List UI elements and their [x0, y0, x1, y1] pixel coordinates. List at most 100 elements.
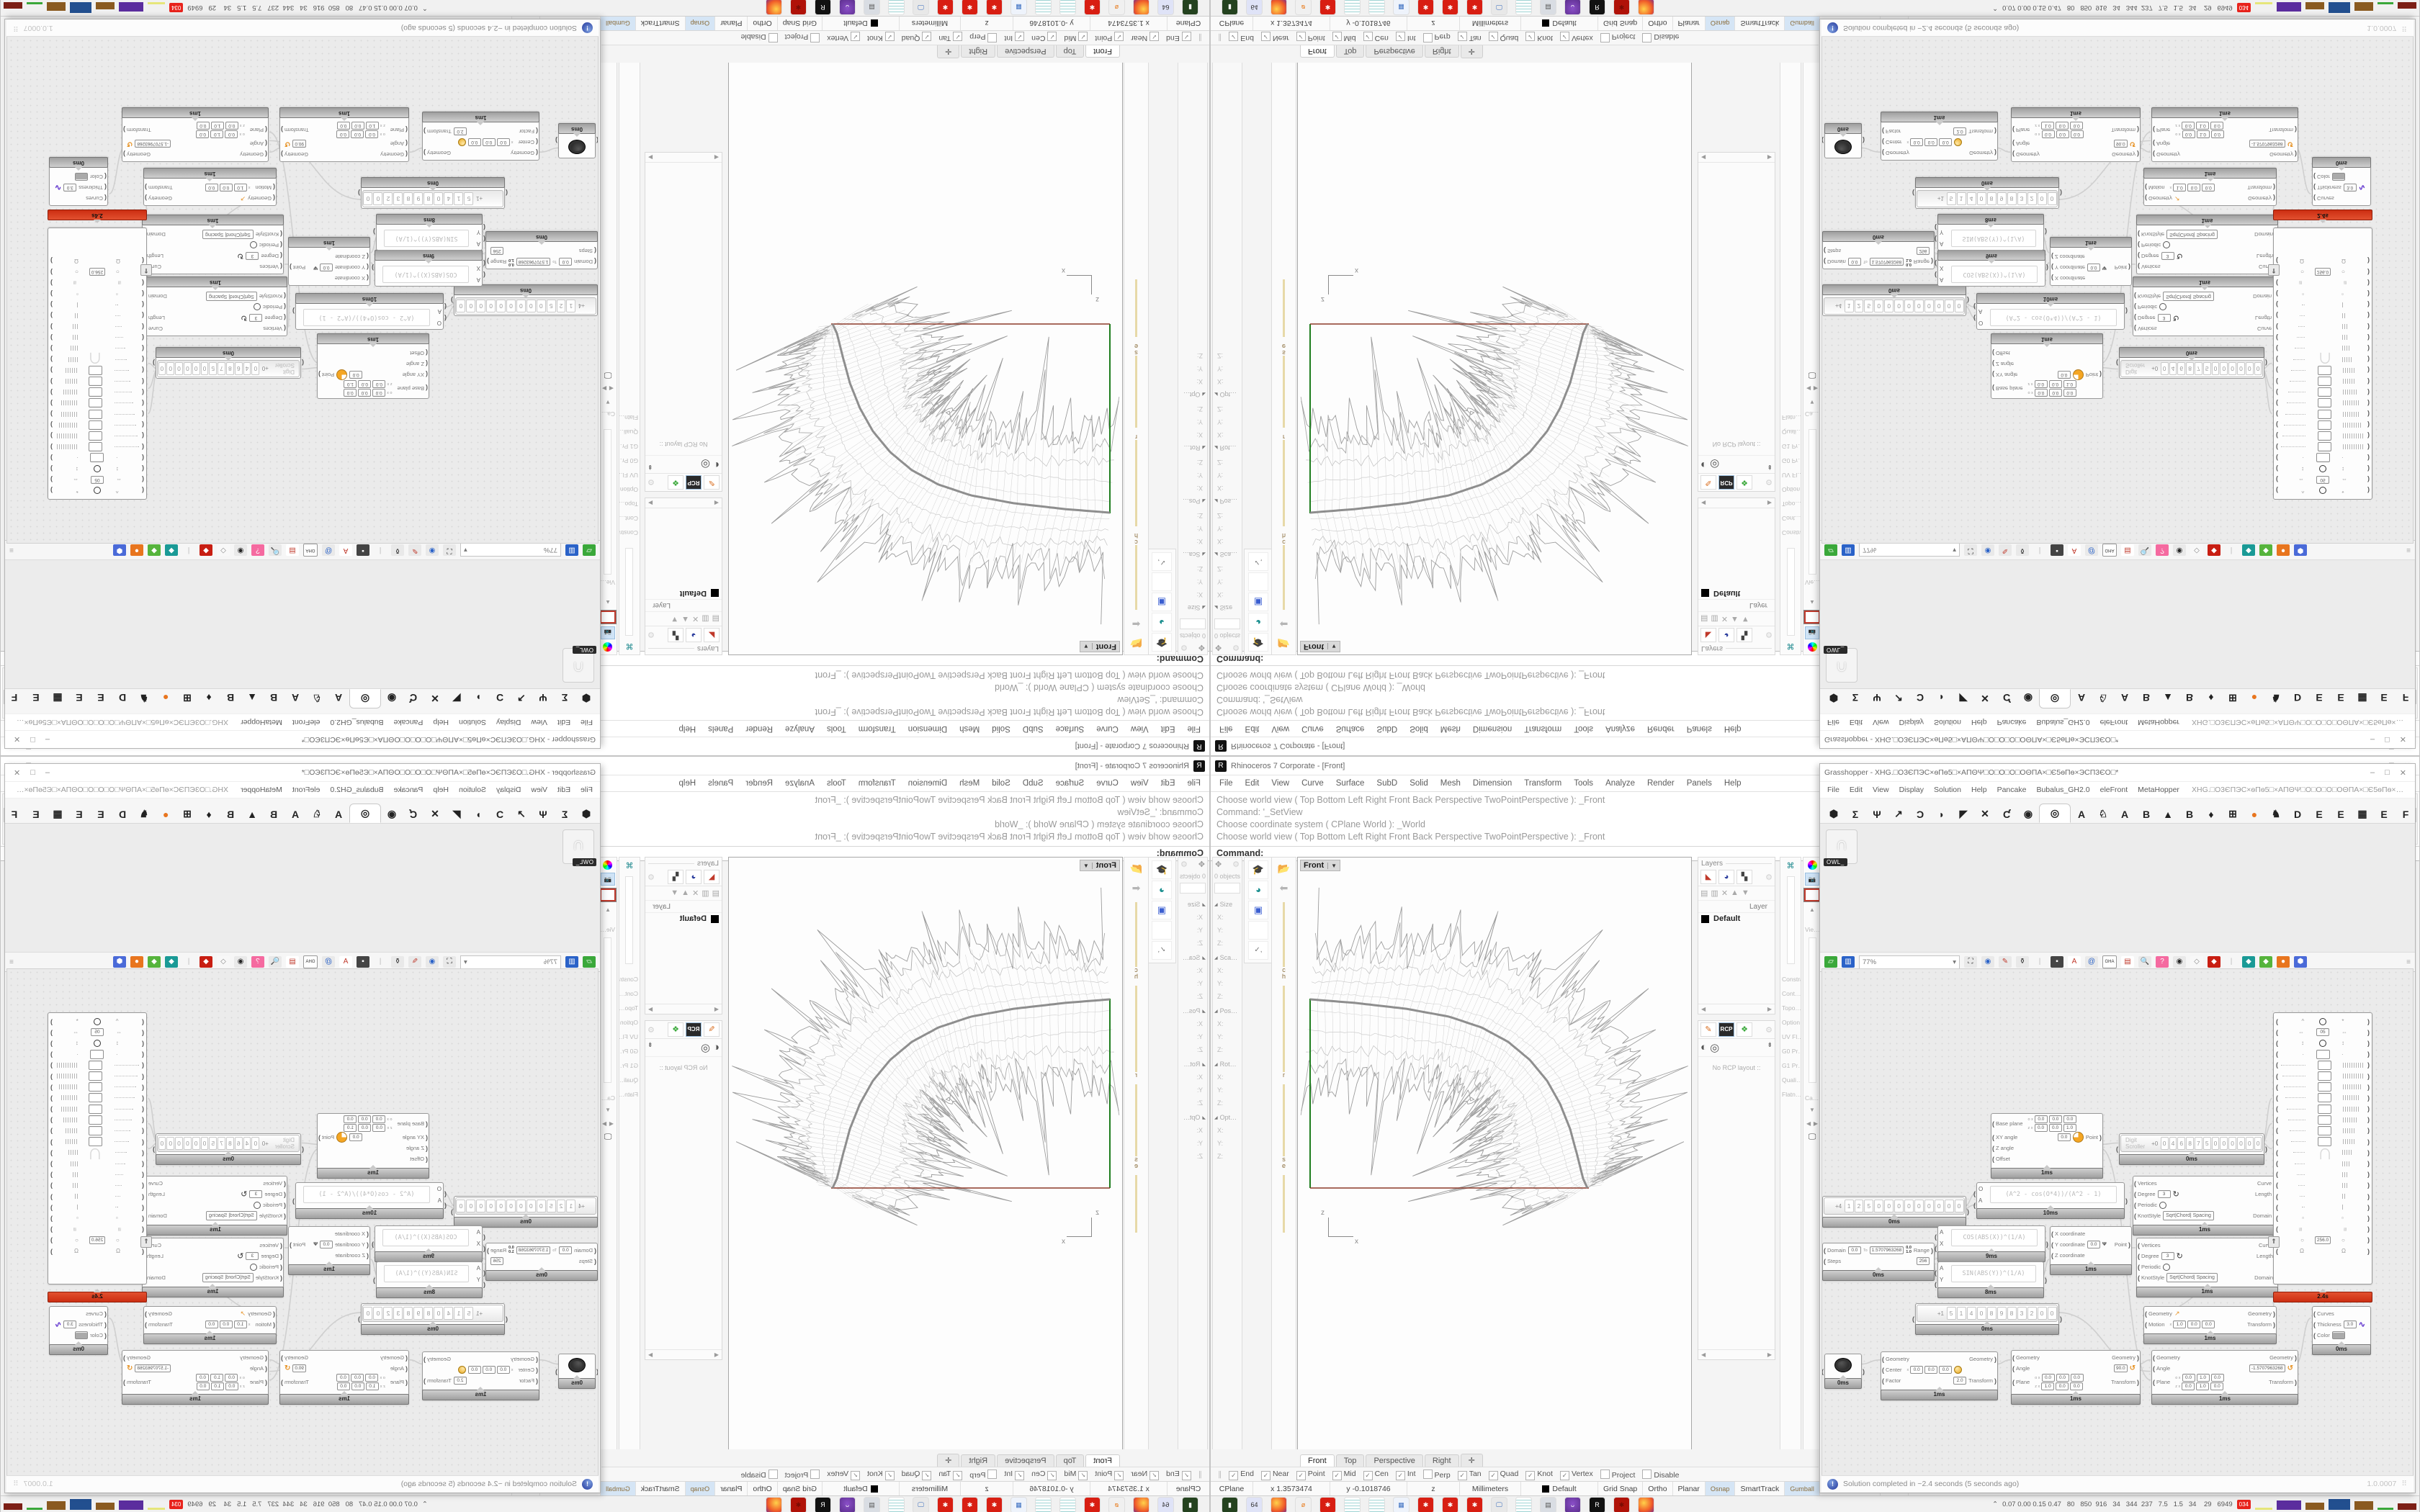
rhino-menu-item[interactable]: Tools	[826, 724, 846, 733]
gear-icon[interactable]: ⚙	[647, 873, 655, 882]
monitor-icon[interactable]: ▣	[1152, 593, 1172, 611]
scroller-digit[interactable]: 0	[2211, 362, 2220, 375]
gh-toolbar-icon-abox[interactable]: A	[339, 956, 352, 968]
taskbar-icon-notepad[interactable]	[1060, 1497, 1075, 1512]
rcp-tab[interactable]: RCP	[686, 1022, 702, 1037]
value-chip[interactable]: 0.0	[2063, 1115, 2076, 1123]
value-chip[interactable]: 2.0	[453, 1377, 467, 1385]
viewframe-icon[interactable]	[599, 610, 617, 624]
owl-component[interactable]: ∩ OWL_	[1824, 829, 1857, 866]
gh-category-tab-8[interactable]: Ƈ	[409, 809, 418, 820]
gh-category-tab-13[interactable]: A	[291, 692, 300, 703]
delete-layer-icon[interactable]: ✕	[1721, 614, 1729, 623]
strip-slider[interactable]	[1786, 548, 1795, 636]
gh-toolbar-icon-orange[interactable]: ●	[2277, 956, 2290, 968]
gh-category-tab-18[interactable]: ⊞	[183, 693, 192, 704]
gh-node-expression-cos[interactable]: (() A X COS(ABS(X))^(1/A) 9ms	[372, 250, 485, 287]
status-cell-planar[interactable]: Planar	[1673, 1482, 1706, 1496]
value-chip[interactable]: 0.0	[349, 371, 363, 379]
scroller-digit[interactable]: 4	[444, 1307, 454, 1320]
value-chip[interactable]: 0.0	[2056, 1382, 2069, 1390]
rhino-menu-item[interactable]: Render	[745, 779, 774, 788]
value-chip[interactable]: 2.0	[453, 127, 467, 135]
status-cell-smarttrack[interactable]: SmartTrack	[1735, 16, 1785, 30]
properties-section[interactable]: Sca…	[1180, 954, 1206, 961]
status-cell-osnap[interactable]: Osnap	[684, 16, 715, 30]
scroller-digit[interactable]: 0	[2160, 1137, 2169, 1150]
status-cell-x-1-3573474[interactable]: x 1.3573474	[1253, 1482, 1330, 1496]
scroller-digit[interactable]: 0	[536, 300, 546, 312]
gh-node-base-plane[interactable]: (Base plane o x 0.0 0.0 0.0 z x 0.0 0.0 1.0(XY a…	[317, 1113, 429, 1179]
value-chip[interactable]: 0.0	[1924, 138, 1938, 146]
osnap-toggle-tan[interactable]: Tan	[1457, 32, 1482, 43]
close-button[interactable]: ✕	[2399, 768, 2406, 778]
scroller-digit[interactable]: 2	[1854, 300, 1864, 312]
status-cell-smarttrack[interactable]: SmartTrack	[635, 1482, 685, 1496]
taskbar-icon-notepad[interactable]	[1369, 0, 1384, 15]
value-chip[interactable]: 0.0	[372, 1124, 386, 1132]
gh-toolbar-icon-teal[interactable]: ◆	[165, 544, 178, 556]
status-cell-planar[interactable]: Planar	[714, 16, 748, 30]
scroller-digit[interactable]: 0	[2220, 1137, 2228, 1150]
scroller-digit[interactable]: 2	[2027, 192, 2037, 205]
owl-component[interactable]: ∩ OWL_	[563, 829, 596, 866]
scroller-digit[interactable]: 0	[2228, 362, 2237, 375]
scroller-digit[interactable]: 0	[1914, 1200, 1924, 1212]
brush-tab-icon[interactable]: ✎	[704, 475, 720, 490]
gh-toolbar-icon-pinkq[interactable]: ?	[251, 956, 264, 968]
status-cell-grid-snap[interactable]: Grid Snap	[776, 1482, 822, 1496]
value-chip[interactable]: 0.0	[372, 1115, 386, 1123]
gh-menu-item[interactable]: Help	[1971, 786, 1987, 794]
scroller-digit[interactable]: 1	[1844, 300, 1854, 312]
camera-selected-icon[interactable]: 📷	[1805, 626, 1819, 639]
gh-menu-item[interactable]: Solution	[459, 718, 486, 726]
scroller-digit[interactable]: 8	[403, 192, 413, 205]
scroller-digit[interactable]: 4	[1966, 192, 1976, 205]
value-chip[interactable]: 0.0	[1939, 138, 1953, 146]
display-tab-icon[interactable]: ▚	[1736, 628, 1752, 642]
value-chip[interactable]: 0.0	[225, 1374, 238, 1382]
taskbar-icon-rhinoceros[interactable]: R	[815, 0, 830, 15]
status-cell-planar[interactable]: Planar	[714, 1482, 748, 1496]
taskbar-icon-floppy64[interactable]: 64	[1158, 0, 1173, 15]
gh-category-tab-20[interactable]: ♞	[139, 808, 149, 819]
back-arrow-icon[interactable]: ⬅	[1131, 882, 1141, 894]
rhino-menu-item[interactable]: Solid	[992, 724, 1010, 733]
rhino-menu-item[interactable]: Render	[1646, 779, 1675, 788]
rhino-menu-item[interactable]: SubD	[1376, 779, 1398, 788]
taskbar-icon-firefox[interactable]	[1639, 0, 1654, 15]
value-chip[interactable]: 1.0	[2196, 122, 2210, 130]
properties-section[interactable]: Opt…	[1180, 391, 1206, 398]
scroller-digit[interactable]: 8	[2007, 1307, 2017, 1320]
rhino-menu-item[interactable]: Curve	[1301, 779, 1324, 788]
taskbar-icon-rhino-red[interactable]: ✱	[1443, 0, 1458, 15]
maximize-button[interactable]: □	[30, 735, 35, 744]
gh-category-tab-21[interactable]: D	[118, 692, 127, 703]
value-chip[interactable]: 0.0	[2070, 1382, 2084, 1390]
viewport-tab-top[interactable]: Top	[1335, 1454, 1365, 1467]
gh-toolbar-icon-fit[interactable]: ⛶	[443, 956, 456, 968]
layers-hscrollbar[interactable]: ◀ ▶	[645, 1004, 722, 1014]
osnap-toggle-vertex[interactable]: Vertex	[1559, 1470, 1593, 1480]
taskbar-icon-notepad[interactable]	[1060, 0, 1075, 15]
value-chip[interactable]: 90.0	[2113, 140, 2128, 148]
value-chip[interactable]: 3	[249, 314, 263, 322]
taskbar-icon-blender[interactable]: ø	[1109, 1497, 1124, 1512]
status-cell-default[interactable]: Default	[822, 16, 899, 30]
scroller-digit[interactable]: 0	[158, 1137, 166, 1150]
globe-icon[interactable]: ◕	[1152, 613, 1172, 631]
properties-field[interactable]	[1180, 883, 1206, 894]
scroller-digit[interactable]: 0	[1904, 300, 1914, 312]
gh-category-tab-14[interactable]: B	[269, 809, 278, 820]
collapse-icon[interactable]: ⇟	[647, 464, 653, 471]
gh-category-tab-9[interactable]: ◉	[387, 808, 397, 819]
gh-category-tab-18[interactable]: ⊞	[2228, 693, 2237, 704]
scroller-digit[interactable]: 0	[363, 1307, 373, 1320]
gh-toolbar-icon-gha[interactable]: GHA	[303, 955, 318, 968]
front-viewport[interactable]: Front ▼ z x	[728, 857, 1123, 1450]
gh-toolbar-icon-wcyl[interactable]: ◇	[2190, 956, 2203, 968]
gh-toolbar-icon-open[interactable]: ▱	[1824, 956, 1837, 968]
value-chip[interactable]: 0.0	[2210, 1382, 2224, 1390]
